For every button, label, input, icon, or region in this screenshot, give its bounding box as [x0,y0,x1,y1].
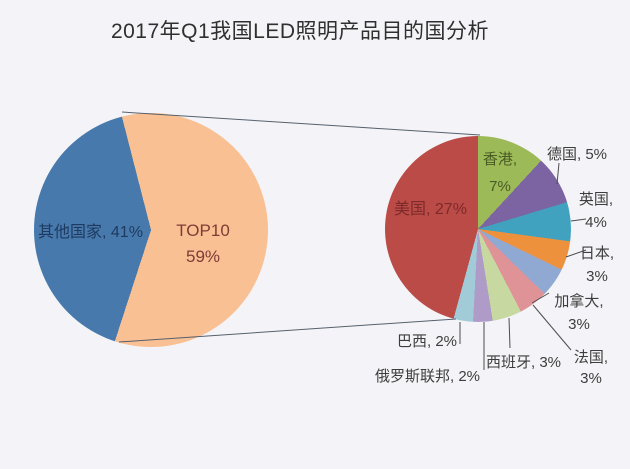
slice-label-russia: 俄罗斯联邦, 2% [375,368,481,385]
top10-breakdown-pie [385,136,571,322]
slice-label-france: 法国, 3% [573,349,609,387]
chart-title: 2017年Q1我国LED照明产品目的国分析 [110,20,490,43]
slice-label-top10: TOP10 59% [176,221,230,266]
slice-label-germany: 德国, 5% [547,146,608,163]
slice-label-brazil: 巴西, 2% [397,333,458,350]
slice-label-japan: 日本, 3% [579,245,615,285]
slice-label-other-countries: 其他国家, 41% [38,224,143,241]
slice-label-uk: 英国, 4% [578,191,614,231]
main-pie [34,113,268,347]
slice-label-usa: 美国, 27% [394,201,467,218]
slice-label-canada: 加拿大, 3% [554,293,604,333]
leader-line-spain [508,317,511,349]
slice-label-hongkong: 香港, 7% [482,151,518,195]
slice-label-spain: 西班牙, 3% [486,354,562,371]
